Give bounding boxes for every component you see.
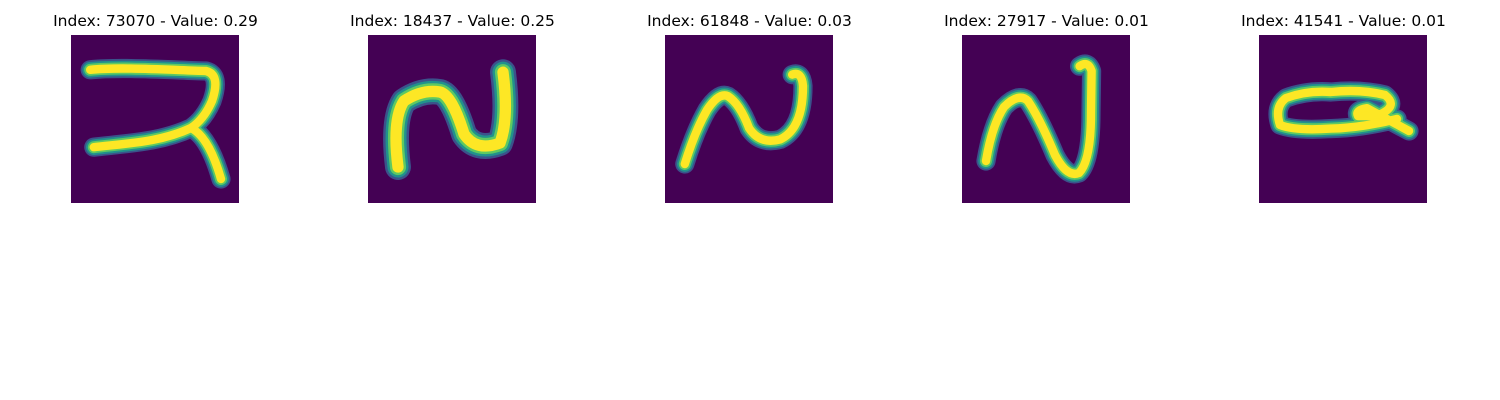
panel-image: [1259, 35, 1427, 203]
panel-title: Index: 27917 - Value: 0.01: [944, 12, 1149, 30]
handwritten-glyph-icon: [71, 35, 239, 203]
panel-image: [368, 35, 536, 203]
image-panel-1: Index: 73070 - Value: 0.29: [7, 0, 304, 210]
panel-image: [665, 35, 833, 203]
handwritten-glyph-icon: [368, 35, 536, 203]
panel-title: Index: 41541 - Value: 0.01: [1241, 12, 1446, 30]
handwritten-glyph-icon: [1259, 35, 1427, 203]
panel-image: [71, 35, 239, 203]
handwritten-glyph-icon: [665, 35, 833, 203]
panel-image: [962, 35, 1130, 203]
image-panel-3: Index: 61848 - Value: 0.03: [601, 0, 898, 210]
panel-title: Index: 73070 - Value: 0.29: [53, 12, 258, 30]
image-panel-4: Index: 27917 - Value: 0.01: [898, 0, 1195, 210]
handwritten-glyph-icon: [962, 35, 1130, 203]
panel-title: Index: 18437 - Value: 0.25: [350, 12, 555, 30]
image-panel-2: Index: 18437 - Value: 0.25: [304, 0, 601, 210]
panel-title: Index: 61848 - Value: 0.03: [647, 12, 852, 30]
image-panel-5: Index: 41541 - Value: 0.01: [1195, 0, 1492, 210]
